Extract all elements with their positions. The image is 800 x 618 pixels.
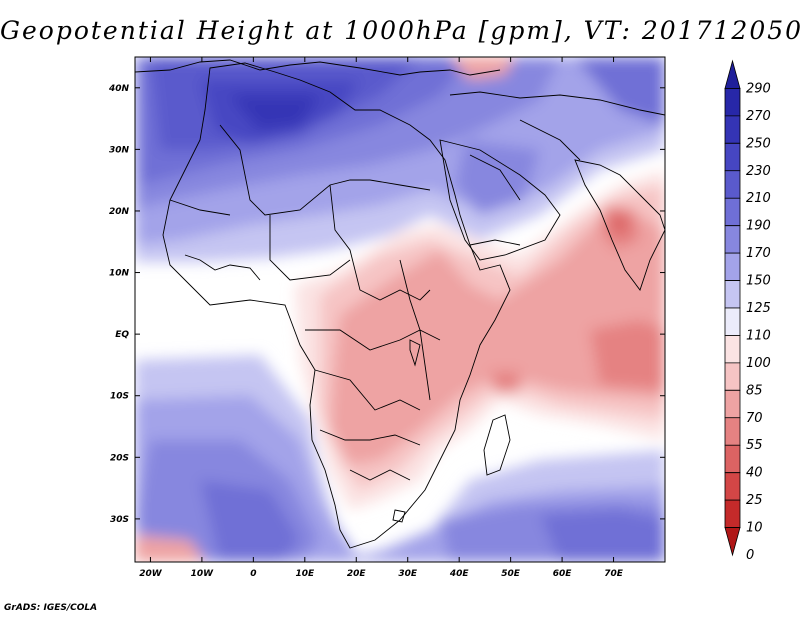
lon-tick-label: 30E [398,569,418,579]
lon-tick-label: 70E [604,569,624,579]
height-field [135,57,665,562]
colorbar-label: 55 [746,438,763,453]
colorbar-swatch [724,115,741,144]
latitude-axis: 40N 30N 20N 10N EQ 10S 20S 30S [108,84,665,525]
lat-tick-label: EQ [115,330,129,340]
colorbar-label: 170 [746,246,771,261]
colorbar-label: 110 [746,328,771,343]
lon-tick-label: 10E [295,569,315,579]
coastlines [135,59,665,549]
lat-tick-label: 40N [108,84,130,94]
plot-frame [134,56,666,563]
colorbar-label: 125 [746,301,771,316]
lat-tick-label: 20N [109,207,130,217]
colorbar-swatch [724,59,741,89]
colorbar-swatch [724,444,741,474]
colorbar-swatch [724,499,741,528]
colorbar-swatch [724,142,741,172]
map-title: Geopotential Height at 1000hPa [gpm], VT… [0,16,800,45]
colorbar-swatch [724,225,741,254]
colorbar-swatch [724,88,741,117]
colorbar-label: 40 [746,466,763,481]
colorbar-label: 0 [746,548,754,563]
colorbar-swatch [724,389,741,419]
lon-tick-label: 10W [191,569,215,579]
lat-tick-label: 30N [109,145,130,155]
credit-label: GrADS: IGES/COLA [4,603,98,613]
colorbar-swatch [724,472,741,501]
colorbar-label: 100 [746,356,771,371]
colorbar-label: 210 [746,191,771,206]
colorbar-label: 150 [746,274,771,289]
colorbar-label: 70 [746,411,763,426]
lat-tick-label: 20S [110,453,129,463]
colorbar-swatch [724,417,741,446]
colorbar-label: 10 [746,521,763,536]
colorbar-label: 190 [746,219,771,234]
lat-tick-label: 30S [110,515,129,525]
colorbar-swatch [724,252,741,281]
colorbar: 2902702502302101901701501251101008570554… [724,59,771,563]
colorbar-label: 290 [746,81,771,96]
colorbar-swatch [724,307,741,336]
colorbar-swatch [724,280,741,309]
colorbar-swatch [724,170,741,199]
lat-tick-label: 10S [110,392,129,402]
lon-tick-label: 20W [139,569,163,579]
colorbar-label: 25 [746,493,763,508]
lon-tick-label: 40E [449,569,470,579]
colorbar-swatch [724,335,741,364]
lat-tick-label: 10N [109,269,130,279]
lon-tick-label: 0 [250,569,256,579]
colorbar-label: 230 [746,164,771,179]
colorbar-label: 85 [746,383,763,398]
colorbar-swatch [724,527,741,557]
lon-tick-label: 50E [501,569,521,579]
longitude-axis: 20W 10W 0 10E 20E 30E 40E 50E 60E 70E [139,57,624,579]
colorbar-label: 250 [746,136,771,151]
lon-tick-label: 60E [553,569,573,579]
colorbar-swatch [724,362,741,391]
lon-tick-label: 20E [347,569,367,579]
colorbar-swatch [724,197,741,227]
colorbar-label: 270 [746,109,771,124]
